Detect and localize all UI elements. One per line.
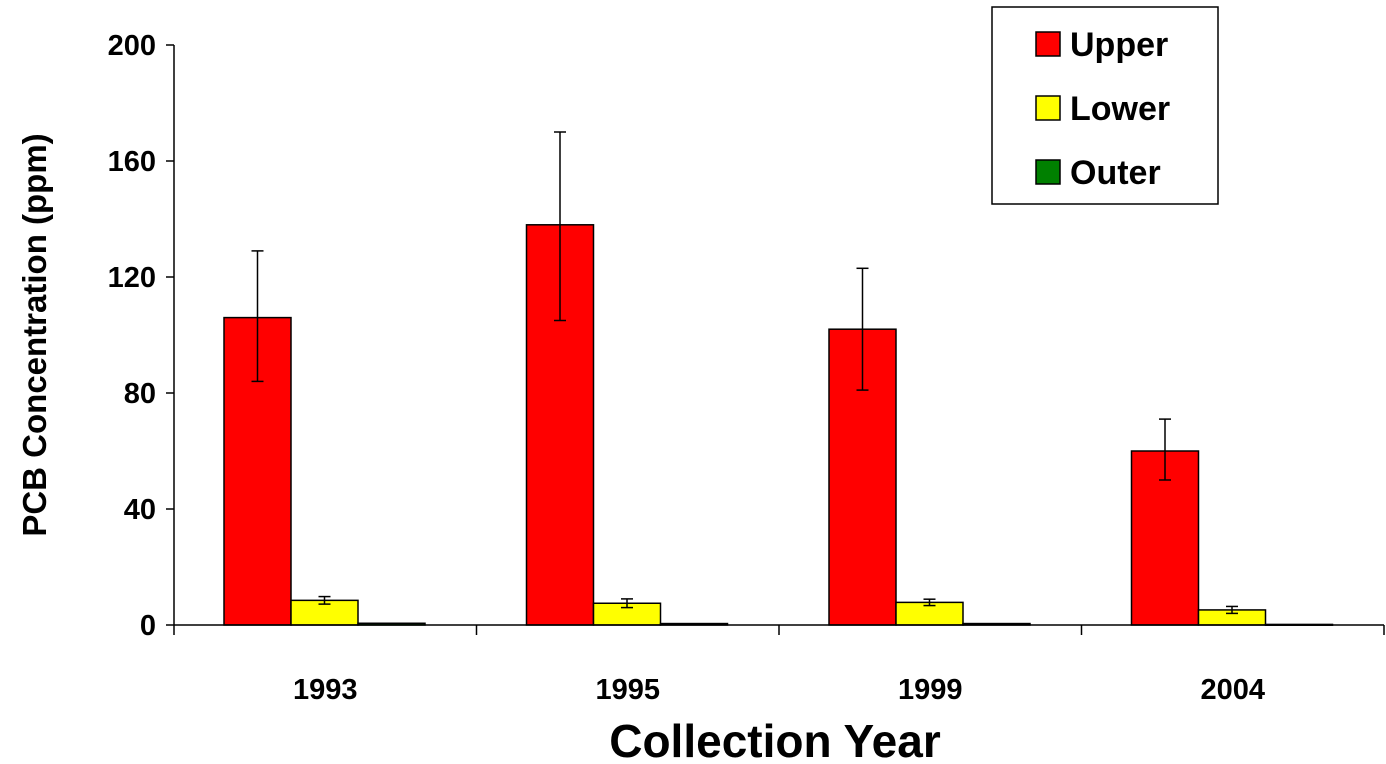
x-axis-title: Collection Year bbox=[609, 715, 941, 764]
legend-swatch-upper bbox=[1035, 31, 1061, 57]
legend-label-lower: Lower bbox=[1070, 90, 1170, 128]
legend-label-upper: Upper bbox=[1070, 26, 1168, 64]
legend-swatch-lower bbox=[1035, 95, 1061, 121]
legend-box bbox=[991, 6, 1219, 205]
plot-area bbox=[223, 131, 1334, 626]
x-tick-label-1995: 1995 bbox=[595, 674, 660, 706]
y-axis-title: PCB Concentration (ppm) bbox=[16, 133, 53, 536]
y-tick-label: 120 bbox=[108, 262, 156, 294]
legend-label-outer: Outer bbox=[1070, 154, 1161, 192]
x-tick-label-1993: 1993 bbox=[293, 674, 358, 706]
axes: 0 40 80 120 160 200 1993 1995 1999 2004 bbox=[108, 30, 1385, 706]
y-tick-label: 0 bbox=[140, 610, 156, 642]
legend: Upper Lower Outer bbox=[991, 6, 1219, 205]
y-tick-label: 80 bbox=[124, 378, 156, 410]
y-tick-label: 40 bbox=[124, 494, 156, 526]
y-tick-label: 160 bbox=[108, 146, 156, 178]
x-tick-label-2004: 2004 bbox=[1200, 674, 1265, 706]
legend-swatch-outer bbox=[1035, 159, 1061, 185]
y-tick-label: 200 bbox=[108, 30, 156, 62]
x-tick-label-1999: 1999 bbox=[898, 674, 963, 706]
